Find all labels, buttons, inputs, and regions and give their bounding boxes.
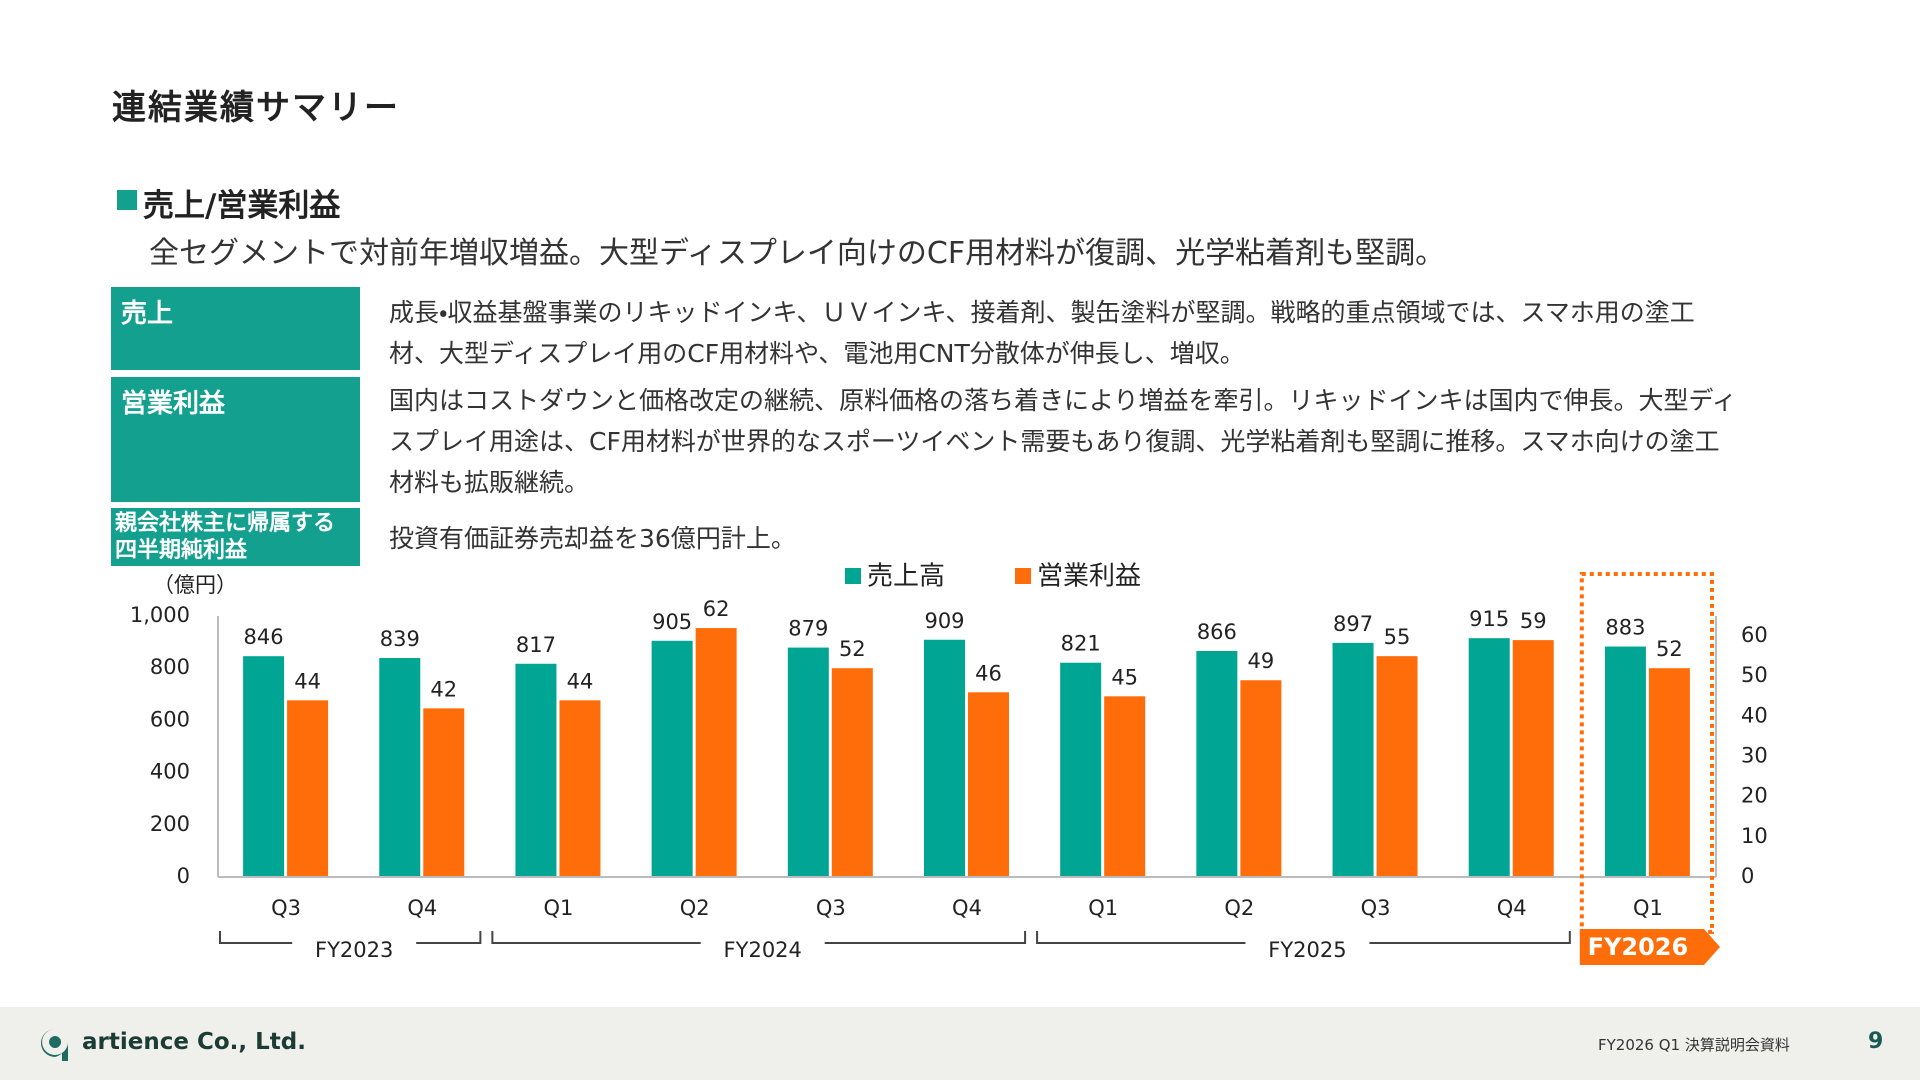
group-bracket <box>219 931 482 944</box>
x-tick-label: Q3 <box>271 896 301 920</box>
bar <box>1512 640 1554 877</box>
bar <box>1104 696 1146 877</box>
value-label: 879 <box>788 617 828 641</box>
value-label: 909 <box>924 609 964 633</box>
value-label: 49 <box>1247 649 1274 673</box>
row-text: 投資有価証券売却益を36億円計上。 <box>389 524 796 553</box>
bar <box>1240 680 1282 877</box>
bar <box>1376 656 1418 877</box>
y-axis-label: （億円） <box>153 573 237 597</box>
x-tick-label: Q1 <box>1088 896 1118 920</box>
company-name: artience Co., Ltd. <box>82 1029 306 1055</box>
value-label: 897 <box>1333 612 1373 636</box>
row-label: 親会社株主に帰属する四半期純利益 <box>111 508 360 566</box>
x-tick-label: Q3 <box>1361 896 1391 920</box>
value-label: 46 <box>975 661 1002 685</box>
y-tick-label: 600 <box>150 707 190 731</box>
section-marker <box>117 190 137 210</box>
value-label: 839 <box>380 627 420 651</box>
row-text: 成長・収益基盤事業のリキッドインキ、ＵＶインキ、接着剤、製缶塗料が堅調。戦略的重… <box>389 298 1695 368</box>
y2-tick-label: 40 <box>1741 703 1768 727</box>
value-label: 62 <box>703 597 730 621</box>
bar <box>831 668 873 877</box>
bar <box>1604 646 1646 877</box>
page-title: 連結業績サマリー <box>112 88 400 128</box>
x-tick-label: Q1 <box>544 896 574 920</box>
y-tick-label: 1,000 <box>130 603 190 627</box>
value-label: 44 <box>294 669 321 693</box>
document-name: FY2026 Q1 決算説明会資料 <box>1598 1036 1790 1054</box>
logo-icon <box>41 1029 68 1061</box>
x-tick-label: Q3 <box>816 896 846 920</box>
legend-label: 営業利益 <box>1037 562 1141 592</box>
bar <box>1648 668 1690 877</box>
group-label: FY2024 <box>724 938 802 962</box>
y-tick-label: 200 <box>150 812 190 836</box>
value-label: 45 <box>1111 665 1138 689</box>
group-label: FY2026 <box>1588 933 1689 961</box>
bar <box>1332 642 1374 877</box>
bar <box>243 656 285 877</box>
row-label: 売上 <box>111 287 360 370</box>
y2-tick-label: 20 <box>1741 784 1768 808</box>
x-tick-label: Q2 <box>1224 896 1254 920</box>
value-label: 883 <box>1605 616 1645 640</box>
y2-tick-label: 0 <box>1741 864 1754 888</box>
highlight-tag <box>1579 929 1720 965</box>
footer: artience Co., Ltd. FY2026 Q1 決算説明会資料 9 <box>0 1007 1920 1080</box>
bar <box>1196 650 1238 877</box>
bar <box>695 628 737 877</box>
bar <box>924 639 965 877</box>
bar <box>287 700 329 877</box>
x-tick-label: Q4 <box>1497 896 1527 920</box>
bar <box>379 658 421 877</box>
value-label: 866 <box>1197 620 1237 644</box>
lead-text: 全セグメントで対前年増収増益。大型ディスプレイ向けのCF用材料が復調、光学粘着剤… <box>149 236 1446 271</box>
bar <box>423 708 465 877</box>
y2-tick-label: 30 <box>1741 744 1768 768</box>
section-title: 売上/営業利益 <box>143 188 341 224</box>
legend-swatch <box>1015 568 1032 584</box>
bar <box>1060 662 1102 877</box>
bar <box>968 692 1009 877</box>
group-bracket <box>491 931 1027 944</box>
group-label: FY2023 <box>315 938 393 962</box>
group-bracket <box>1036 931 1571 944</box>
x-tick-label: Q1 <box>1633 896 1663 920</box>
y-tick-label: 0 <box>177 864 190 888</box>
y2-tick-label: 60 <box>1741 623 1768 647</box>
value-label: 42 <box>430 677 457 701</box>
value-label: 915 <box>1469 607 1509 631</box>
bar <box>651 640 693 877</box>
row-text: 国内はコストダウンと価格改定の継続、原料価格の落ち着きにより増益を牽引。リキッド… <box>389 386 1737 497</box>
y-tick-label: 400 <box>150 760 190 784</box>
row-label: 営業利益 <box>111 377 360 502</box>
bar <box>559 700 601 877</box>
x-tick-label: Q4 <box>952 896 982 920</box>
value-label: 44 <box>567 669 594 693</box>
value-label: 52 <box>839 637 866 661</box>
y2-tick-label: 50 <box>1741 663 1768 687</box>
page-number: 9 <box>1868 1029 1884 1054</box>
value-label: 905 <box>652 610 692 634</box>
value-label: 59 <box>1520 609 1547 633</box>
bar <box>787 647 829 877</box>
bar <box>515 663 557 877</box>
value-label: 817 <box>516 633 556 657</box>
y-tick-label: 800 <box>150 655 190 679</box>
highlight-frame <box>1579 572 1715 934</box>
y2-tick-label: 10 <box>1741 824 1768 848</box>
legend-label: 売上高 <box>867 562 945 592</box>
legend-swatch <box>845 568 861 584</box>
value-label: 821 <box>1061 632 1101 656</box>
value-label: 55 <box>1384 625 1411 649</box>
value-label: 846 <box>244 625 284 649</box>
bar <box>1468 638 1510 877</box>
group-label: FY2025 <box>1268 938 1346 962</box>
value-label: 52 <box>1656 637 1683 661</box>
x-tick-label: Q4 <box>407 896 437 920</box>
x-tick-label: Q2 <box>680 896 710 920</box>
